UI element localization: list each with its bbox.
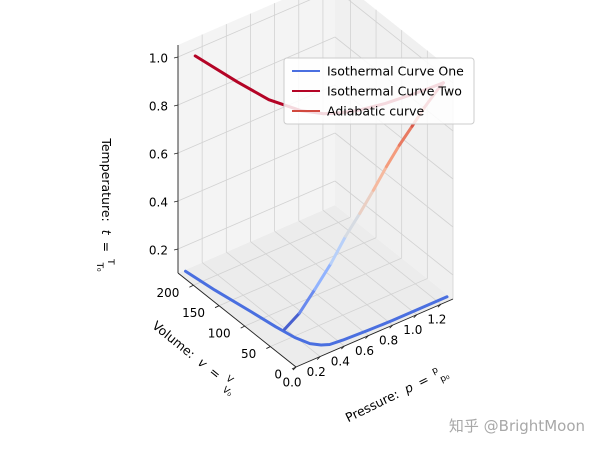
y-axis-label-frac-num: V: [224, 374, 236, 386]
z-tick-label: 0.6: [149, 148, 168, 162]
z-axis-label-text: Temperature:: [99, 137, 114, 221]
y-tick-mark: [214, 305, 220, 309]
y-tick-label: 100: [208, 327, 231, 341]
y-axis-line: [177, 272, 297, 368]
x-tick-mark: [316, 356, 321, 360]
z-tick-mark: [173, 248, 179, 251]
y-tick-mark: [266, 346, 271, 349]
z-tick-mark: [173, 104, 179, 107]
x-tick-mark: [413, 314, 418, 319]
series-isothermal-curve-one: [184, 269, 449, 347]
gridline-x: [298, 220, 418, 316]
watermark: 知乎 @BrightMoon: [449, 417, 585, 435]
legend-label-adiabatic: Adiabatic curve: [327, 104, 425, 119]
y-tick-label: 0: [274, 368, 282, 382]
series-adiabatic-curve-segment: [358, 188, 375, 215]
axis-lines: [173, 45, 454, 371]
y-tick-label: 50: [241, 347, 256, 361]
gridline-z: [334, 180, 454, 276]
gridline-z: [177, 132, 336, 202]
series-adiabatic-curve-segment: [283, 311, 301, 331]
x-axis-line: [295, 298, 454, 368]
gridline-y: [193, 216, 351, 286]
series-adiabatic-curve-segment: [371, 165, 388, 192]
z-tick-label: 1.0: [149, 52, 168, 66]
y-axis-label-frac-den: V₀: [220, 385, 234, 399]
gridline-z: [334, 132, 454, 228]
z-axis-label-frac-den: T₀: [94, 262, 104, 272]
x-tick-mark: [340, 345, 345, 350]
y-tick-mark: [291, 366, 297, 370]
x-tick-label: 1.2: [427, 313, 446, 327]
legend-label-isothermal-one: Isothermal Curve One: [327, 64, 464, 79]
legend-label-isothermal-two: Isothermal Curve Two: [327, 84, 462, 99]
x-tick-mark: [389, 324, 393, 329]
x-tick-label: 0.6: [355, 344, 374, 358]
z-axis-label: Temperature: t = T T₀: [94, 137, 120, 272]
series-adiabatic-curve-segment: [329, 234, 348, 265]
legend-box: [283, 57, 475, 125]
gridline-z: [177, 36, 336, 106]
gridline-y: [218, 237, 377, 307]
x-tick-label: 1.0: [403, 323, 422, 337]
z-axis-label-symbol: t: [99, 230, 114, 236]
z-tick-label: 0.2: [149, 244, 168, 258]
z-axis-label-frac-num: T: [105, 258, 115, 265]
gridline-z: [177, 180, 336, 250]
gridline-x: [250, 241, 369, 336]
y-axis-label-symbol: v: [195, 355, 211, 372]
x-axis-label-frac-den: p₀: [439, 372, 452, 385]
x-tick-label: 0.2: [307, 365, 326, 379]
series-adiabatic-curve-segment: [344, 211, 362, 238]
y-tick-mark: [189, 284, 194, 288]
y-tick-label: 150: [182, 306, 205, 320]
gridline-x: [226, 251, 345, 347]
series-adiabatic-curve-segment: [397, 124, 414, 147]
series-adiabatic-curve-segment: [313, 261, 333, 291]
y-axis-label-text: Volume:: [150, 318, 199, 362]
x-tick-label: 0.4: [331, 355, 350, 369]
x-axis-label-frac-num: p: [430, 365, 440, 377]
z-tick-label: 0.4: [149, 196, 168, 210]
y-tick-mark: [240, 325, 245, 329]
x-axis-label-text: Pressure:: [343, 386, 401, 425]
gridline-y: [244, 257, 402, 327]
x-tick-mark: [365, 335, 369, 339]
x-tick-mark: [437, 303, 442, 308]
legend: Isothermal Curve One Isothermal Curve Tw…: [283, 57, 475, 125]
x-tick-label: 0.8: [379, 334, 398, 348]
z-tick-mark: [173, 56, 179, 59]
z-tick-mark: [173, 200, 179, 203]
z-tick-mark: [173, 152, 179, 155]
x-tick-label: 0.0: [282, 376, 301, 390]
x-axis-label-symbol: p: [401, 379, 416, 396]
x-axis-label: Pressure: p = p p₀: [340, 357, 452, 429]
series-adiabatic-curve-segment: [384, 143, 401, 169]
z-tick-label: 0.8: [149, 100, 168, 114]
gridline-x: [274, 230, 393, 326]
gridline-y: [270, 278, 428, 347]
gridline-x: [322, 209, 442, 305]
series-adiabatic-curve-segment: [297, 287, 317, 315]
gridline-z: [177, 0, 311, 58]
y-tick-label: 200: [156, 286, 179, 300]
